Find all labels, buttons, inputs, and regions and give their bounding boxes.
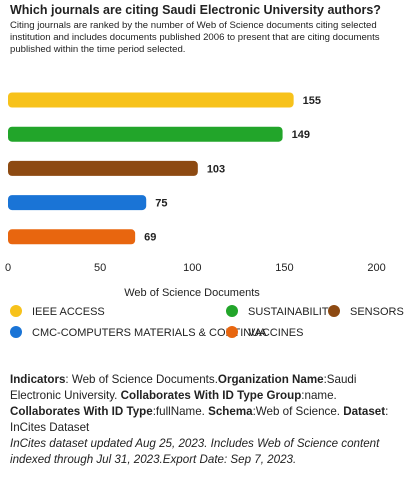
legend-swatch: [10, 305, 22, 317]
bar: [8, 92, 294, 108]
bar: [8, 126, 283, 142]
chart-title: Which journals are citing Saudi Electron…: [10, 3, 381, 17]
legend-label: CMC-COMPUTERS MATERIALS & CONTINUA: [32, 327, 267, 339]
footer-text: : Web of Science Documents.: [65, 373, 218, 386]
x-tick-label: 0: [5, 262, 11, 274]
legend-label: SENSORS: [350, 306, 404, 318]
x-tick-label: 100: [183, 262, 201, 274]
footer-label: Indicators: [10, 373, 66, 386]
x-tick-label: 200: [367, 262, 385, 274]
footer-text: :fullName.: [152, 405, 209, 418]
chart: 0 50 100 150 200 Web of Science Documents 155 1…: [5, 92, 404, 339]
legend-label: SUSTAINABILITY: [248, 306, 336, 318]
data-label: 149: [292, 129, 310, 141]
footer-text: :Web of Science.: [252, 405, 344, 418]
footer-note: InCites dataset updated Aug 25, 2023. In…: [10, 437, 380, 466]
legend-swatch: [10, 326, 22, 338]
legend-label: VACCINES: [248, 327, 303, 339]
x-tick-label: 50: [94, 262, 106, 274]
x-tick-label: 150: [275, 262, 293, 274]
legend-swatch: [226, 326, 238, 338]
footer-text: :Saudi Electronic University.: [10, 373, 357, 402]
footer-items: Indicators: Web of Science Documents.Org…: [10, 373, 388, 434]
data-label: 69: [144, 232, 156, 244]
footer-label: Dataset: [343, 405, 386, 418]
data-label: 103: [207, 163, 225, 175]
footer-text: : InCites Dataset: [10, 405, 389, 434]
bar: [8, 195, 147, 211]
legend-swatch: [226, 305, 238, 317]
footer-text: :name.: [301, 389, 337, 402]
legend-swatch: [328, 305, 340, 317]
data-label: 75: [155, 198, 167, 210]
bar: [8, 229, 136, 245]
footer: Indicators: Web of Science Documents.Org…: [10, 372, 402, 468]
data-label: 155: [303, 95, 321, 107]
legend-label: IEEE ACCESS: [32, 306, 105, 318]
bar: [8, 160, 198, 176]
footer-label: Collaborates With ID Type Group: [120, 389, 302, 402]
footer-label: Organization Name: [217, 373, 324, 386]
chart-subtitle: Citing journals are ranked by the number…: [10, 20, 380, 55]
x-axis-label: Web of Science Documents: [124, 287, 260, 299]
footer-label: Schema: [208, 405, 253, 418]
footer-label: Collaborates With ID Type: [10, 405, 153, 418]
